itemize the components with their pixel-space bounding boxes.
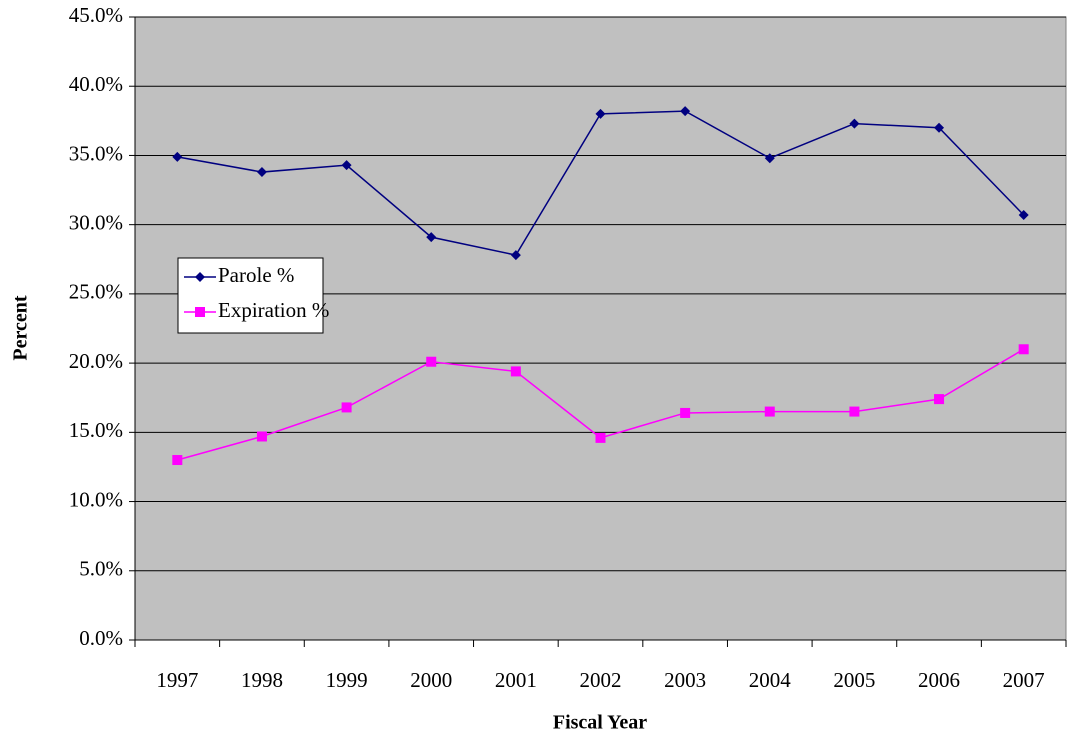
x-tick-label: 1998: [241, 668, 283, 692]
marker: [426, 232, 437, 243]
legend-label: Parole %: [218, 263, 294, 287]
x-tick-label: 2002: [580, 668, 622, 692]
marker: [195, 307, 205, 317]
y-tick-label: 40.0%: [69, 72, 123, 96]
marker: [172, 455, 183, 466]
marker: [680, 407, 691, 418]
x-tick-label: 2004: [749, 668, 792, 692]
marker: [1018, 209, 1029, 220]
marker: [510, 366, 521, 377]
y-tick-label: 25.0%: [69, 280, 123, 304]
marker: [256, 431, 267, 442]
marker: [595, 108, 606, 119]
marker: [934, 394, 945, 405]
x-tick-label: 2003: [664, 668, 706, 692]
x-tick-label: 2000: [410, 668, 452, 692]
marker: [341, 160, 352, 171]
y-tick-label: 35.0%: [69, 141, 123, 165]
marker: [934, 122, 945, 133]
marker: [426, 356, 437, 367]
x-tick-label: 2007: [1003, 668, 1045, 692]
x-tick-label: 1997: [156, 668, 198, 692]
y-tick-label: 0.0%: [79, 626, 123, 650]
legend-box: [177, 257, 324, 334]
marker: [849, 118, 860, 129]
x-tick-label: 2001: [495, 668, 537, 692]
y-tick-label: 15.0%: [69, 418, 123, 442]
marker: [595, 432, 606, 443]
y-tick-label: 5.0%: [79, 557, 123, 581]
y-tick-label: 20.0%: [69, 349, 123, 373]
y-tick-label: 30.0%: [69, 210, 123, 234]
y-tick-label: 10.0%: [69, 487, 123, 511]
x-tick-label: 2005: [833, 668, 875, 692]
marker: [172, 151, 183, 162]
marker: [680, 106, 691, 117]
marker: [341, 402, 352, 413]
legend: Parole % Expiration %: [177, 257, 329, 334]
x-tick-label: 2006: [918, 668, 960, 692]
marker: [1018, 344, 1029, 355]
y-tick-label: 45.0%: [69, 3, 123, 27]
marker: [764, 406, 775, 417]
marker: [764, 153, 775, 164]
marker: [195, 272, 205, 282]
marker: [849, 406, 860, 417]
x-tick-label: 1999: [326, 668, 368, 692]
legend-label: Expiration %: [218, 298, 329, 322]
marker: [256, 167, 267, 178]
y-axis-title: Percent: [10, 295, 32, 360]
x-axis-title: Fiscal Year: [553, 712, 647, 734]
marker: [510, 250, 521, 261]
